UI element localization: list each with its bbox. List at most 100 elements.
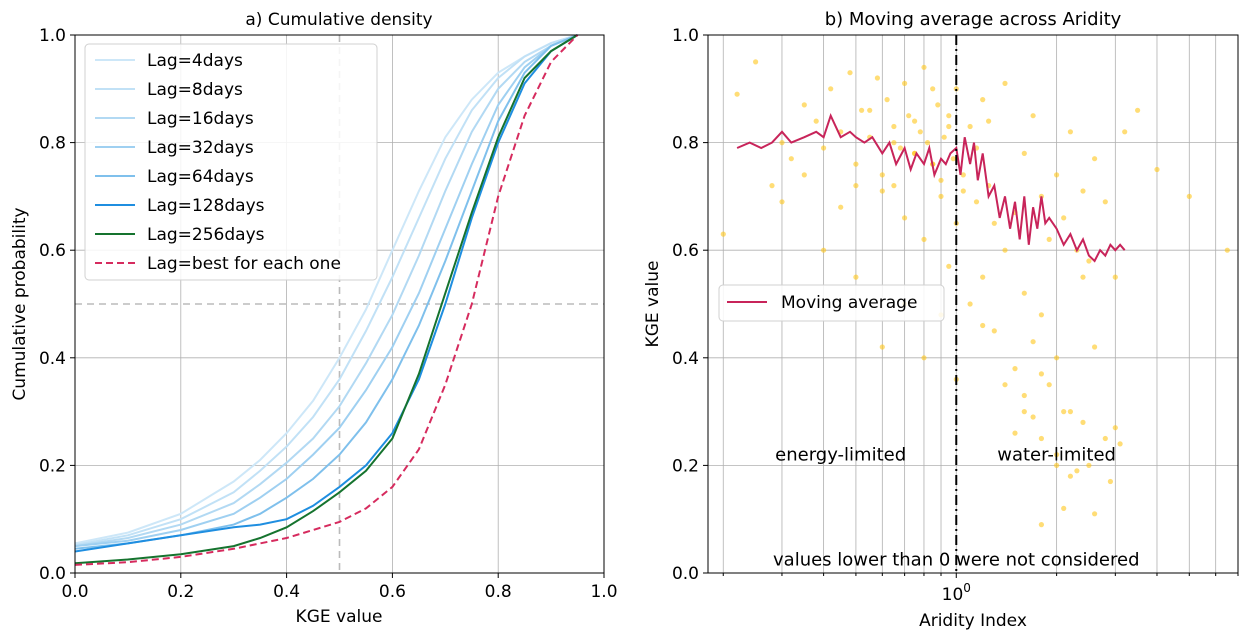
- panel-b-scatter-point: [941, 134, 947, 140]
- panel-b-scatter-point: [1012, 430, 1018, 436]
- panel-b-scatter-point: [828, 86, 834, 92]
- panel-b-scatter-point: [891, 183, 897, 189]
- panel-b-scatter-point: [847, 70, 853, 76]
- panel-b-scatter-point: [720, 231, 726, 237]
- panel-b-scatter-point: [950, 156, 956, 162]
- panel-a-series-line-5: [74, 34, 578, 550]
- panel-b-scatter-point: [1038, 435, 1044, 442]
- panel-b-x-tick-label: 100: [942, 581, 971, 605]
- panel-b-scatter-point: [1080, 274, 1086, 280]
- panel-b-energy-limited-label: energy-limited: [775, 445, 906, 466]
- panel-b-scatter-point: [1086, 462, 1092, 468]
- panel-b-scatter-point: [1102, 199, 1108, 205]
- panel-b-scatter-point: [1061, 409, 1067, 415]
- panel-b-scatter-point: [946, 113, 952, 119]
- panel-b-scatter-point: [801, 172, 807, 178]
- panel-b-water-limited-label: water-limited: [997, 445, 1116, 466]
- panel-b-scatter-point: [779, 140, 785, 146]
- panel-b-legend: Moving average: [718, 284, 945, 322]
- panel-a-x-axis-label: KGE value: [296, 607, 383, 627]
- panel-b-scatter-point: [1021, 150, 1027, 156]
- panel-a-series: [74, 34, 579, 566]
- panel-a-legend-label: Lag=16days: [147, 109, 254, 129]
- panel-b-scatter-point: [1080, 188, 1086, 194]
- panel-b-scatter-point: [1002, 247, 1008, 253]
- panel-b-scatter-point: [769, 183, 775, 189]
- panel-b-annotations: energy-limited water-limited values lower …: [773, 445, 1140, 571]
- panel-b-scatter-point: [853, 274, 859, 280]
- panel-b-scatter-point: [1122, 129, 1128, 135]
- panel-a-x-tick-label: 0.4: [273, 582, 300, 602]
- panel-b-scatter-point: [906, 113, 912, 119]
- panel-a-legend-label: Lag=8days: [147, 80, 243, 100]
- panel-b-scatter-point: [917, 129, 923, 135]
- panel-a-series-line-2: [74, 34, 578, 546]
- panel-b-scatter-point: [1030, 113, 1036, 119]
- panel-b-scatter-point: [1046, 382, 1052, 388]
- panel-b-scatter-point: [1112, 274, 1118, 280]
- panel-b-scatter-point: [946, 263, 952, 269]
- panel-a-y-tick-label: 1.0: [39, 26, 66, 46]
- panel-a-legend-label: Lag=128days: [147, 196, 265, 216]
- panel-b-scatter-point: [1038, 312, 1044, 318]
- panel-b-scatter-point: [1038, 371, 1044, 377]
- panel-b-scatter-point: [1154, 166, 1160, 173]
- panel-a-y-tick-label: 0.6: [39, 241, 66, 261]
- panel-a-y-tick-label: 0.8: [39, 134, 66, 154]
- panel-b-note-label: values lower than 0 were not considered: [773, 550, 1140, 571]
- panel-b-scatter-point: [879, 188, 885, 194]
- panel-a-series-line-7: [74, 34, 579, 565]
- panel-b-scatter-point: [897, 145, 904, 151]
- panel-b-scatter-point: [879, 172, 885, 178]
- panel-b-scatter-point: [960, 188, 966, 194]
- panel-b-scatter-point: [980, 322, 986, 329]
- panel-b-x-axis-label: Aridity Index: [919, 611, 1027, 631]
- panel-b-scatter-point: [801, 102, 807, 108]
- panel-a-legend-label: Lag=64days: [147, 167, 254, 187]
- panel-b-scatter-point: [938, 193, 944, 199]
- panel-b-scatter-point: [1021, 409, 1027, 415]
- panel-a-x-tick-label: 0.2: [167, 582, 194, 602]
- panel-b-scatter-point: [734, 91, 740, 97]
- panel-b-scatter-point: [788, 156, 794, 162]
- panel-a-x-tick-label: 0.8: [485, 582, 512, 602]
- panel-a-ticks: 0.0 0.2 0.4 0.6 0.8 1.0 0.0 0.2 0.4 0.6 0.8 1.0: [39, 26, 618, 602]
- panel-b-scatter-point: [967, 123, 973, 130]
- panel-b-scatter-point: [991, 220, 997, 226]
- panel-a-y-axis-label: Cumulative probability: [10, 207, 30, 400]
- panel-b-scatter-point: [1054, 355, 1060, 361]
- panel-b-scatter-point: [1102, 435, 1108, 442]
- panel-a-legend-label: Lag=32days: [147, 138, 254, 158]
- panel-b-x-tick-base: 10: [942, 585, 964, 605]
- panel-b-y-tick-label: 0.0: [672, 564, 699, 584]
- panel-a-legend-label: Lag=256days: [147, 225, 265, 245]
- panel-a-series-line-6: [74, 34, 579, 553]
- panel-b-y-axis-label: KGE value: [643, 261, 663, 348]
- panel-a-series-line-4: [74, 34, 578, 548]
- panel-b-scatter-point: [1030, 339, 1036, 345]
- panel-b-scatter-point: [879, 344, 885, 350]
- panel-a-x-tick-label: 0.6: [379, 582, 406, 602]
- panel-b-scatter-point: [921, 64, 927, 70]
- panel-a-y-tick-label: 0.4: [39, 349, 66, 369]
- panel-a-legend: Lag=4days Lag=8days Lag=16days Lag=32days La…: [84, 43, 378, 281]
- panel-b-scatter-point: [912, 118, 918, 124]
- panel-b-y-tick-label: 0.6: [672, 241, 699, 261]
- panel-b-scatter-point: [891, 123, 897, 130]
- panel-a-series-line-8: [74, 34, 579, 566]
- panel-b-scatter-point: [902, 215, 908, 221]
- panel-b-scatter-point: [1054, 462, 1060, 468]
- panel-b-scatter-point: [921, 355, 927, 361]
- panel-b-scatter-point: [853, 183, 859, 189]
- panel-b-frame: [707, 34, 1239, 574]
- panel-b-scatter-point: [838, 204, 844, 210]
- panel-b-scatter-point: [924, 140, 931, 146]
- panel-b-scatter-point: [1002, 382, 1008, 388]
- panel-b-legend-label: Moving average: [781, 293, 917, 313]
- panel-b-scatter-point: [938, 177, 944, 183]
- panel-b-scatter-point: [1046, 236, 1052, 242]
- panel-a-title: a) Cumulative density: [245, 10, 432, 30]
- panel-b-scatter-point: [1135, 107, 1141, 113]
- panel-b-scatter-point: [874, 75, 881, 81]
